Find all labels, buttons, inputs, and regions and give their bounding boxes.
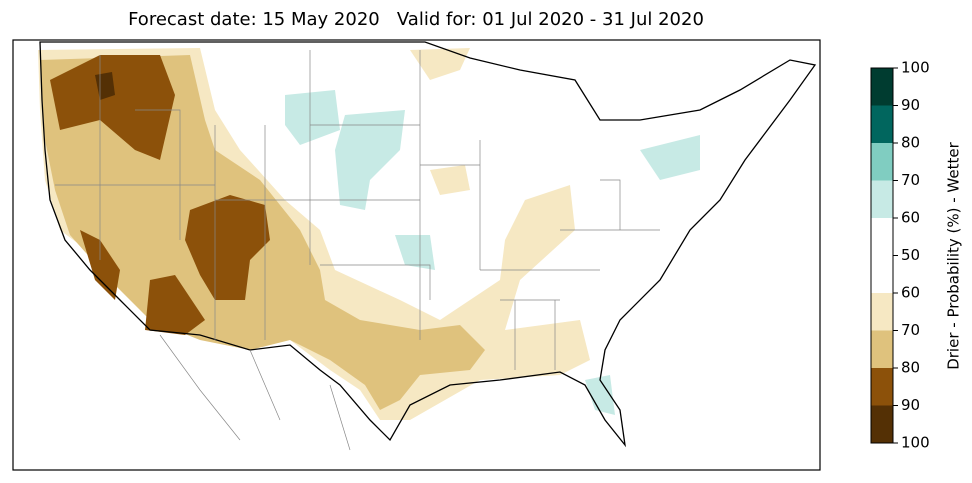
colorbar-tick-label: 100 bbox=[901, 59, 930, 77]
light-tan-region bbox=[430, 165, 470, 195]
colorbar-segment bbox=[871, 218, 893, 256]
colorbar-segment bbox=[871, 255, 893, 293]
colorbar-segment bbox=[871, 143, 893, 181]
country-border bbox=[39, 41, 817, 448]
colorbar-segment bbox=[871, 105, 893, 143]
map-title: Forecast date: 15 May 2020 Valid for: 01… bbox=[128, 9, 704, 30]
colorbar-tick-label: 60 bbox=[901, 209, 920, 227]
colorbar: 100 90 80 70 60 50 60 70 80 90 100 bbox=[870, 59, 930, 452]
colorbar-segment bbox=[871, 368, 893, 406]
colorbar-segment bbox=[871, 180, 893, 218]
colorbar-tick-label: 90 bbox=[901, 396, 920, 414]
colorbar-tick-label: 70 bbox=[901, 171, 920, 189]
light-tan-region bbox=[410, 48, 470, 80]
colorbar-tick-label: 80 bbox=[901, 134, 920, 152]
brown-region bbox=[185, 195, 270, 300]
colorbar-label: Drier - Probability (%) - Wetter bbox=[945, 141, 963, 369]
colorbar-segment bbox=[871, 405, 893, 443]
mexico-borders bbox=[159, 334, 351, 451]
state-borders bbox=[55, 50, 660, 370]
colorbar-tick-label: 70 bbox=[901, 321, 920, 339]
light-teal-region bbox=[640, 135, 700, 180]
light-teal-region bbox=[585, 375, 615, 415]
light-teal-region bbox=[395, 235, 435, 270]
colorbar-segment bbox=[871, 330, 893, 368]
brown-region bbox=[80, 230, 120, 300]
colorbar-tick-label: 60 bbox=[901, 284, 920, 302]
light-teal-region bbox=[285, 90, 340, 145]
colorbar-tick-label: 100 bbox=[901, 434, 930, 452]
brown-region bbox=[145, 275, 205, 335]
colorbar-segment bbox=[871, 293, 893, 331]
colorbar-tick-label: 80 bbox=[901, 359, 920, 377]
light-teal-region bbox=[335, 110, 405, 210]
colorbar-tick-label: 50 bbox=[901, 246, 920, 264]
colorbar-tick-label: 90 bbox=[901, 96, 920, 114]
map bbox=[12, 39, 821, 471]
colorbar-segment bbox=[871, 68, 893, 106]
brown-region bbox=[50, 55, 175, 160]
